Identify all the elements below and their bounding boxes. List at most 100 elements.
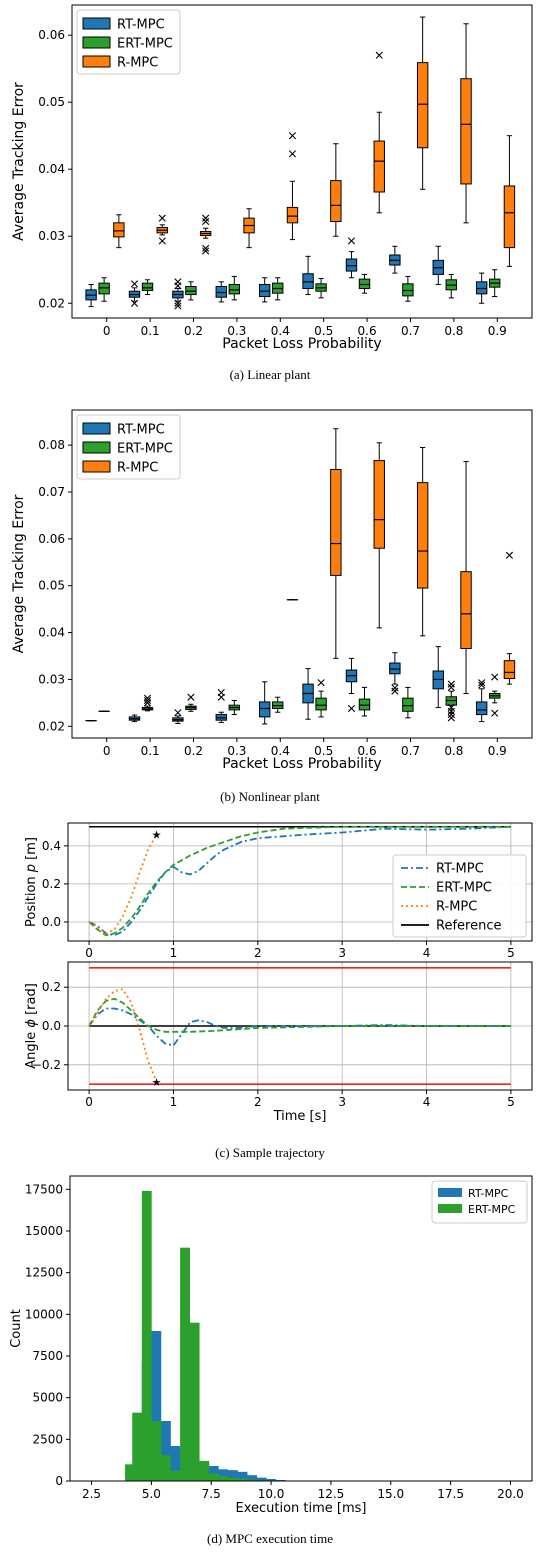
box-iqr bbox=[315, 697, 327, 711]
legend-label-ERT-MPC: ERT-MPC bbox=[117, 37, 173, 52]
y-tick-label: 0.4 bbox=[42, 839, 61, 853]
x-tick-label: 0.9 bbox=[488, 324, 507, 338]
x-tick-label: 5 bbox=[507, 946, 515, 960]
box-iqr bbox=[503, 185, 516, 249]
execution-time-histogram-panel: 0 2500 5000 7500 10000 12500 15000 17500 2.5 5.0 7… bbox=[0, 1170, 540, 1522]
x-tick-label: 0.5 bbox=[314, 324, 333, 338]
outlier-marker bbox=[158, 214, 166, 222]
outlier-marker bbox=[505, 551, 514, 559]
legend-label-RT-MPC: RT-MPC bbox=[117, 423, 165, 438]
legend-label-ERT-MPC: ERT-MPC bbox=[468, 1203, 516, 1216]
outlier-marker bbox=[202, 214, 210, 222]
hist-bar-RT-MPC bbox=[227, 1470, 238, 1481]
plot-frame bbox=[71, 409, 533, 739]
box-RT-MPC-0.1 bbox=[128, 714, 141, 723]
box-iqr bbox=[475, 701, 488, 716]
x-tick-label: 2 bbox=[254, 946, 262, 960]
hist-bar-ERT-MPC bbox=[141, 1191, 152, 1481]
y-axis-label-unit: [rad] bbox=[24, 983, 39, 1019]
y-tick-label: 0.03 bbox=[38, 229, 65, 243]
y-tick-label: 0.06 bbox=[38, 28, 65, 42]
r-mpc-end-marker: ★ bbox=[152, 1076, 162, 1089]
y-tick-label: 12500 bbox=[25, 1266, 63, 1280]
y-axis-label: Angle ϕ [rad] bbox=[24, 983, 39, 1069]
y-tick-label: 7500 bbox=[32, 1349, 63, 1363]
box-iqr bbox=[185, 285, 197, 296]
y-tick-label: 0.03 bbox=[38, 672, 65, 686]
box-iqr bbox=[98, 282, 110, 295]
outlier-marker bbox=[375, 51, 383, 59]
y-tick-label: 0.02 bbox=[38, 296, 65, 310]
box-ERT-MPC-0.7 bbox=[402, 686, 414, 719]
x-tick-label: 1 bbox=[170, 1095, 178, 1109]
box-R-MPC-0.2 bbox=[199, 214, 212, 255]
box-R-MPC-0.5 bbox=[330, 143, 342, 237]
box-ERT-MPC-0.1 bbox=[141, 694, 154, 712]
y-tick-label: 0.02 bbox=[38, 719, 65, 733]
outlier-marker bbox=[447, 703, 455, 712]
x-tick-label: 0 bbox=[103, 324, 111, 338]
outlier-marker bbox=[491, 709, 499, 717]
y-axis-label-text: Position bbox=[24, 872, 39, 927]
y-tick-label: 0.2 bbox=[42, 877, 61, 891]
y-tick-label: −0.2 bbox=[32, 1058, 61, 1072]
outlier-marker bbox=[478, 679, 486, 687]
outlier-marker bbox=[202, 217, 210, 226]
box-R-MPC-0.6 bbox=[373, 442, 385, 629]
box-RT-MPC-0.3 bbox=[215, 281, 227, 303]
box-ERT-MPC-0.6 bbox=[358, 273, 371, 294]
caption-nonlinear-plant: (b) Nonlinear plant bbox=[220, 789, 320, 804]
outlier-marker bbox=[478, 681, 486, 689]
hist-bar-ERT-MPC bbox=[208, 1473, 219, 1481]
y-tick-label: 0.0 bbox=[42, 1019, 61, 1033]
hist-bar-ERT-MPC bbox=[218, 1476, 229, 1481]
y-tick-label: 0.05 bbox=[38, 95, 65, 109]
legend-label-RT-MPC: RT-MPC bbox=[436, 862, 484, 877]
x-tick-label: 0.4 bbox=[271, 324, 290, 338]
box-ERT-MPC-0.7 bbox=[402, 275, 414, 302]
outlier-marker bbox=[174, 709, 182, 717]
box-iqr bbox=[215, 285, 227, 298]
linear-plant-boxplot: 0.02 0.03 0.04 0.05 0.06 0 0.1 0.2 0.3 0.4 0.5 0.6 0… bbox=[11, 4, 533, 352]
box-R-MPC-0 bbox=[113, 214, 125, 249]
legend-label-RT-MPC: RT-MPC bbox=[468, 1187, 509, 1200]
outlier-marker bbox=[347, 237, 356, 245]
box-RT-MPC-0.2 bbox=[172, 278, 184, 310]
x-tick-label: 0.3 bbox=[227, 324, 246, 338]
y-axis-label-symbol: p bbox=[24, 864, 39, 873]
box-ERT-MPC-0.4 bbox=[271, 696, 284, 713]
box-iqr bbox=[302, 273, 314, 290]
box-RT-MPC-0.8 bbox=[432, 245, 444, 285]
box-RT-MPC-0.6 bbox=[345, 237, 358, 279]
box-RT-MPC-0.5 bbox=[302, 668, 314, 720]
x-tick-label: 0.5 bbox=[314, 744, 333, 758]
legend: RT-MPC ERT-MPC bbox=[431, 1180, 528, 1224]
outlier-marker bbox=[391, 687, 399, 695]
y-axis-label: Count bbox=[9, 1309, 24, 1348]
x-tick-label: 17.5 bbox=[437, 1487, 464, 1501]
hist-bar-ERT-MPC bbox=[160, 1455, 171, 1481]
outlier-marker bbox=[447, 714, 455, 722]
box-iqr bbox=[416, 482, 429, 589]
r-mpc-end-marker: ★ bbox=[152, 828, 162, 841]
x-tick-label: 10.0 bbox=[258, 1487, 285, 1501]
legend-swatch-R-MPC bbox=[82, 55, 111, 68]
y-tick-label: 0.0 bbox=[42, 915, 61, 929]
trajectory-line-ERT-MPC bbox=[88, 997, 511, 1033]
hist-bar-RT-MPC bbox=[151, 1331, 162, 1481]
box-ERT-MPC-0.2 bbox=[185, 693, 197, 712]
nonlinear-plant-boxplot: 0.02 0.03 0.04 0.05 0.06 0.07 0.08 0 0.1 0.2 0.3 0.… bbox=[11, 409, 533, 772]
box-ERT-MPC-0.1 bbox=[141, 279, 154, 296]
x-tick-label: 5.0 bbox=[142, 1487, 161, 1501]
outlier-marker bbox=[347, 704, 356, 713]
box-R-MPC-0.4 bbox=[286, 132, 299, 241]
box-RT-MPC-0.9 bbox=[475, 272, 488, 304]
box-ERT-MPC-0.8 bbox=[445, 680, 457, 722]
box-iqr bbox=[373, 140, 385, 193]
legend-swatch-R-MPC bbox=[82, 460, 111, 473]
legend: RT-MPC ERT-MPC R-MPC bbox=[76, 9, 181, 75]
y-tick-label: 17500 bbox=[25, 1182, 63, 1196]
box-iqr bbox=[141, 282, 154, 292]
legend-label-R-MPC: R-MPC bbox=[436, 900, 477, 915]
box-R-MPC-0.8 bbox=[460, 461, 472, 694]
